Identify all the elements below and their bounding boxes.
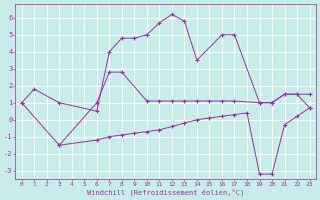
X-axis label: Windchill (Refroidissement éolien,°C): Windchill (Refroidissement éolien,°C) [87, 188, 244, 196]
